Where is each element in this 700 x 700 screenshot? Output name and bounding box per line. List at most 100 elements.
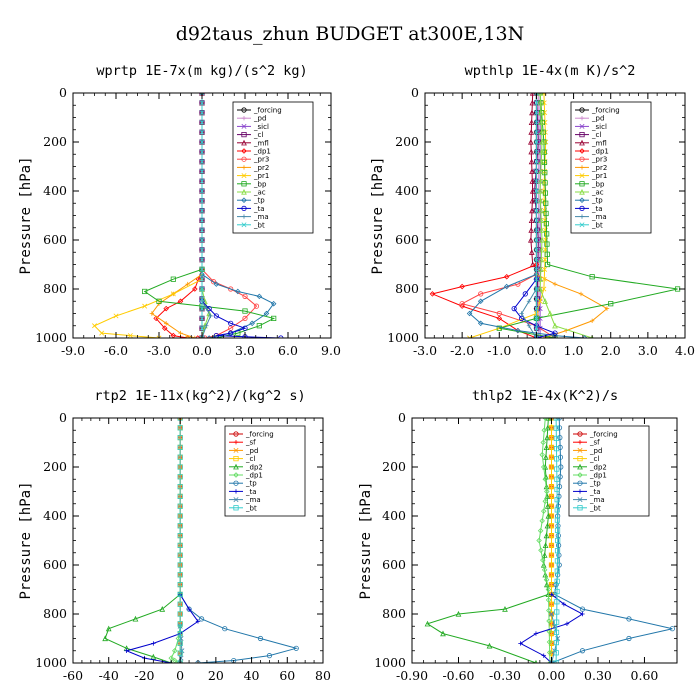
data-point-bp	[543, 210, 549, 217]
data-point-pr1	[92, 323, 97, 329]
data-point-ta	[511, 305, 517, 312]
series-line-pr1	[93, 278, 203, 338]
legend-entry: _dp1	[591, 148, 609, 156]
data-point-tp	[266, 653, 273, 659]
data-point-bt	[199, 247, 205, 253]
data-point-ac	[538, 207, 544, 214]
data-point-dp2	[541, 552, 548, 558]
data-point-bt	[199, 168, 205, 174]
legend-marker	[241, 205, 247, 211]
legend-marker	[233, 447, 239, 453]
legend-marker	[233, 455, 239, 462]
series-line-ta	[519, 594, 584, 663]
data-point-mfl	[528, 129, 535, 135]
data-point-bt	[554, 486, 560, 493]
data-point-bp	[256, 323, 262, 329]
data-point-dp1	[540, 508, 547, 514]
series-line-pr3	[201, 269, 258, 338]
data-point-bp	[608, 301, 614, 307]
data-point-ma	[178, 655, 184, 661]
legend-entry: _ma	[245, 496, 261, 504]
data-point-dp1	[542, 418, 549, 421]
data-point-dp1	[537, 527, 544, 534]
legend-entry: _tp	[245, 480, 257, 488]
y-axis-label: Pressure [hPa]	[358, 481, 374, 599]
series-line-dp2	[426, 418, 549, 663]
y-tick-label: 1000	[374, 655, 406, 670]
y-tick-label: 200	[43, 134, 67, 149]
legend-marker	[579, 173, 585, 179]
legend-marker	[579, 222, 585, 228]
y-tick-label: 200	[395, 134, 419, 149]
legend-marker	[241, 123, 247, 129]
legend-marker	[579, 139, 585, 146]
data-point-dp1	[539, 451, 545, 458]
x-tick-label: -3.0	[413, 343, 437, 358]
data-point-dp2	[455, 610, 462, 617]
data-point-ac	[542, 298, 548, 304]
legend: _forcing_sf_pd_cl_dp2_dp1_tp_ta_ma_bt	[568, 425, 650, 517]
data-point-bp	[541, 159, 548, 166]
data-point-pr2	[163, 321, 169, 326]
data-point-dp1	[503, 273, 510, 280]
x-tick-label: -9.0	[61, 343, 85, 358]
data-point-cl	[548, 533, 555, 539]
legend-marker	[233, 472, 239, 478]
legend-marker	[241, 181, 247, 187]
data-point-dp1	[496, 315, 503, 322]
x-tick-label: -60	[63, 668, 83, 683]
x-tick-label: 0.30	[584, 668, 612, 683]
data-point-tp	[579, 606, 586, 612]
legend-marker	[579, 131, 585, 138]
legend: _forcing_pd_sicl_cl_mfl_dp1_pr3_pr2_pr1_…	[570, 101, 652, 234]
x-tick-label: 40	[244, 668, 260, 683]
data-point-ma	[177, 660, 183, 663]
y-tick-label: 800	[395, 281, 419, 296]
x-tick-label: -0.30	[489, 668, 521, 683]
legend-marker	[241, 197, 247, 203]
data-point-mfl	[528, 227, 535, 233]
series-line-ta	[125, 594, 199, 663]
data-point-ac	[538, 256, 545, 263]
data-point-pr2	[578, 291, 584, 297]
data-point-bt	[199, 208, 205, 214]
data-point-cl	[548, 474, 555, 480]
data-point-dp2	[132, 615, 139, 622]
x-tick-label: 20	[208, 668, 224, 683]
data-point-tp	[293, 645, 299, 651]
series-line-dp1	[430, 264, 537, 338]
data-point-bt	[533, 266, 539, 272]
data-point-pr3	[242, 293, 248, 299]
data-point-dp2	[545, 418, 552, 421]
legend: _forcing_sf_pd_cl_dp2_dp1_tp_ta_ma_bt	[224, 425, 306, 517]
series-line-dp2	[104, 594, 181, 663]
data-point-bt	[553, 418, 559, 421]
data-point-ma	[204, 306, 209, 311]
data-point-bt	[199, 257, 205, 263]
data-point-mfl	[528, 249, 535, 255]
data-point-tp	[263, 310, 270, 317]
data-point-bt	[553, 629, 560, 635]
data-point-bp	[156, 298, 162, 304]
data-point-mfl	[529, 99, 536, 106]
legend-entry: _pr3	[253, 156, 269, 164]
data-point-dp1	[546, 639, 553, 645]
data-point-pr3	[242, 315, 248, 321]
data-point-dp1	[542, 498, 549, 505]
legend-entry: _sicl	[591, 123, 607, 131]
legend-marker	[579, 205, 585, 211]
data-point-dp2	[544, 424, 551, 431]
data-point-dp2	[543, 532, 550, 539]
y-tick-label: 600	[382, 557, 406, 572]
data-point-bp	[544, 251, 550, 257]
legend-entry: _ma	[253, 213, 269, 221]
data-point-ta	[561, 602, 567, 607]
data-point-dp1	[184, 335, 191, 338]
data-point-pr1	[142, 303, 148, 309]
data-point-dp2	[440, 630, 446, 637]
series-line-ac	[539, 93, 593, 338]
data-point-pr1	[170, 291, 176, 297]
data-point-pr1	[537, 298, 543, 304]
series-line-ta	[513, 278, 557, 338]
